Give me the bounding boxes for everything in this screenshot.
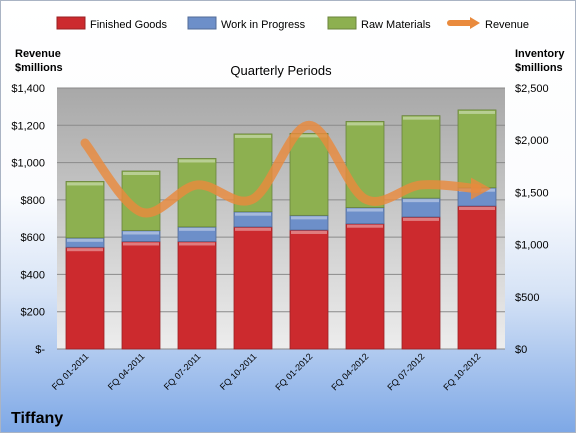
right-tick-label: $2,000 [515,135,549,147]
x-tick-label: FQ 07-2012 [385,351,426,392]
bar-finished-goods-highlight [403,217,439,221]
right-tick-label: $500 [515,292,539,304]
bar-finished-goods [65,246,105,350]
legend-item-work-in-progress[interactable]: Work in Progress [187,16,306,31]
bar-finished-goods-highlight [459,206,495,210]
legend-label-finished-goods: Finished Goods [90,19,168,31]
bar-finished-goods [121,241,161,350]
bar-finished-goods-highlight [179,242,215,246]
x-tick-label: FQ 10-2011 [218,351,259,392]
bar-raw-materials [345,121,385,208]
bar-finished-goods [457,205,497,350]
x-axis-ticks: FQ 01-2011 FQ 04-2011 FQ 07-2011 FQ 10-2011… [50,351,483,392]
bar-finished-goods [401,216,441,350]
bar-finished-goods-highlight [235,227,271,231]
left-axis-ticks: $- $200 $400 $600 $800 $1,000 $1,200 $1,400 [11,83,45,356]
right-tick-label: $0 [515,344,527,356]
x-tick-label: FQ 01-2011 [50,351,91,392]
left-tick-label: $600 [21,232,45,244]
bar-finished-goods [345,223,385,350]
bar-raw-materials-highlight [123,171,159,175]
bar-raw-materials [65,181,105,239]
right-axis-ticks: $0 $500 $1,000 $1,500 $2,000 $2,500 [515,83,549,356]
bar-finished-goods-highlight [67,248,103,252]
legend-label-revenue: Revenue [485,19,529,31]
left-tick-label: $1,000 [11,158,45,170]
x-tick-label: FQ 10-2012 [441,351,482,392]
bar-raw-materials-highlight [403,116,439,120]
legend-item-raw-materials[interactable]: Raw Materials [327,16,431,31]
x-tick-label: FQ 07-2011 [162,351,203,392]
bar-raw-materials-highlight [347,122,383,126]
left-axis-title-line1: Revenue [15,48,61,60]
company-label: Tiffany [11,410,63,427]
right-axis-title-line2: $millions [515,62,563,74]
x-tick-label: FQ 01-2012 [273,351,314,392]
legend-label-raw-materials: Raw Materials [361,19,431,31]
left-tick-label: $200 [21,307,45,319]
bar-work-in-progress-highlight [235,212,271,216]
bar-finished-goods [289,229,329,350]
bar-raw-materials-highlight [179,159,215,163]
left-tick-label: $1,200 [11,120,45,132]
right-axis-title-line1: Inventory [515,48,565,60]
revenue-line [80,120,482,218]
bar-raw-materials [457,109,497,189]
bar-raw-materials-highlight [459,110,495,114]
right-tick-label: $1,000 [515,240,549,252]
x-tick-label: FQ 04-2011 [106,351,147,392]
bar-work-in-progress-highlight [291,216,327,220]
bar-work-in-progress-highlight [123,231,159,235]
chart-subtitle: Quarterly Periods [230,63,332,78]
left-tick-label: $1,400 [11,83,45,95]
legend-arrow-revenue [470,17,480,29]
bar-work-in-progress-highlight [347,208,383,212]
right-tick-label: $2,500 [515,83,549,95]
bar-work-in-progress-highlight [67,238,103,242]
bar-finished-goods-highlight [347,224,383,228]
bar-raw-materials-highlight [291,134,327,138]
bar-raw-materials [289,133,329,216]
left-tick-label: $800 [21,195,45,207]
bar-finished-goods [177,241,217,350]
revenue-line-group [80,120,491,218]
bars [65,109,497,350]
left-tick-label: $- [35,344,45,356]
right-tick-label: $1,500 [515,187,549,199]
legend-item-revenue[interactable]: Revenue [447,17,529,31]
bar-work-in-progress-highlight [403,199,439,203]
bar-raw-materials-highlight [235,134,271,138]
x-tick-label: FQ 04-2012 [329,351,370,392]
legend-item-finished-goods[interactable]: Finished Goods [56,16,168,31]
bar-finished-goods-highlight [291,230,327,234]
revenue-line-arrowhead [471,177,491,200]
left-axis-title-line2: $millions [15,62,63,74]
left-tick-label: $400 [21,269,45,281]
legend-swatch-raw-materials [327,16,357,30]
legend-label-work-in-progress: Work in Progress [221,19,306,31]
bar-finished-goods-highlight [123,242,159,246]
bar-raw-materials-highlight [67,182,103,186]
bar-finished-goods [233,226,273,350]
legend-swatch-finished-goods [56,16,86,30]
legend: Finished Goods Work in Progress Raw Mate… [56,16,529,31]
legend-swatch-work-in-progress [187,16,217,30]
bar-work-in-progress-highlight [179,227,215,231]
